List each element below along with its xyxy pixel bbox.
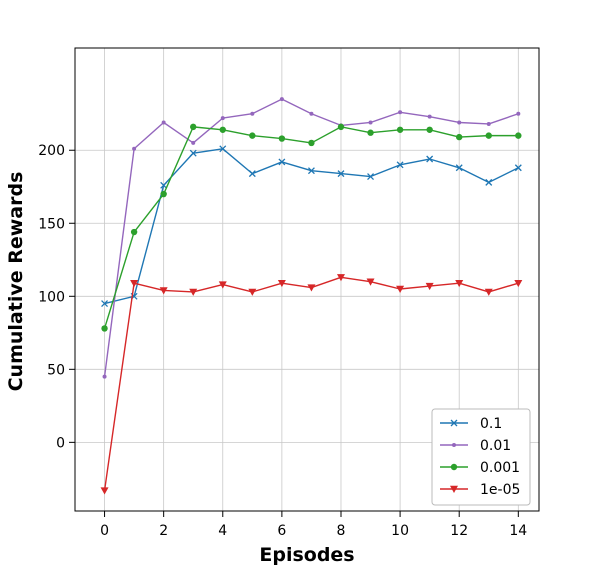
data-point bbox=[279, 97, 284, 102]
legend-item: 1e-05 bbox=[440, 482, 520, 498]
data-point bbox=[100, 487, 109, 495]
x-tick-label: 6 bbox=[277, 523, 286, 539]
data-point bbox=[450, 485, 458, 493]
data-point bbox=[366, 278, 375, 286]
legend-label: 0.01 bbox=[480, 438, 511, 454]
data-point-x-marker bbox=[160, 181, 168, 189]
y-tick-label: 150 bbox=[38, 216, 65, 232]
data-point bbox=[367, 129, 374, 136]
legend-label: 0.001 bbox=[480, 460, 520, 476]
series-0.001 bbox=[101, 123, 522, 332]
data-point bbox=[278, 135, 286, 142]
legend-box bbox=[431, 408, 531, 506]
legend-label: 1e-05 bbox=[480, 482, 520, 498]
data-point bbox=[160, 190, 167, 198]
y-axis-title: Cumulative Rewards bbox=[5, 172, 27, 392]
data-point bbox=[455, 279, 464, 288]
data-point bbox=[218, 281, 227, 289]
data-point bbox=[452, 443, 456, 447]
data-point bbox=[398, 110, 403, 115]
y-tick-label: 50 bbox=[47, 362, 65, 378]
data-point bbox=[484, 288, 493, 296]
legend-item: 0.001 bbox=[440, 460, 520, 476]
x-tick-label: 12 bbox=[450, 523, 468, 539]
data-point bbox=[457, 120, 462, 125]
data-point-x-marker bbox=[367, 173, 375, 180]
data-point bbox=[219, 126, 226, 133]
data-point bbox=[425, 282, 434, 291]
data-point-x-marker bbox=[426, 155, 434, 163]
plot-frame bbox=[74, 47, 540, 512]
data-point bbox=[307, 284, 316, 292]
data-point-x-marker bbox=[248, 170, 256, 178]
data-point bbox=[249, 132, 256, 139]
data-point bbox=[250, 111, 255, 116]
legend-item: 0.1 bbox=[440, 416, 502, 432]
data-point bbox=[277, 279, 286, 288]
data-point-x-marker bbox=[307, 167, 315, 175]
data-point-x-marker bbox=[396, 161, 404, 169]
data-point bbox=[248, 288, 257, 296]
data-point bbox=[132, 146, 137, 151]
y-tick-label: 0 bbox=[56, 435, 65, 451]
data-point-x-marker bbox=[485, 178, 493, 186]
data-point bbox=[130, 228, 138, 236]
y-tick-label: 100 bbox=[38, 289, 65, 305]
data-point bbox=[130, 279, 139, 288]
x-axis-title: Episodes bbox=[259, 544, 354, 566]
series-0.01 bbox=[102, 97, 521, 379]
legend-item: 0.01 bbox=[440, 438, 511, 454]
series-group bbox=[100, 97, 523, 495]
series-line bbox=[103, 126, 519, 329]
data-point bbox=[456, 133, 463, 141]
axis-ticks: 0 2 4 6 8 10 12 14 0 50 100 150 200 bbox=[38, 143, 527, 539]
data-point bbox=[486, 121, 491, 126]
x-tick-label: 14 bbox=[509, 523, 527, 539]
data-point bbox=[514, 279, 523, 288]
data-point bbox=[485, 132, 492, 139]
data-point bbox=[368, 120, 373, 125]
data-point-x-marker bbox=[450, 419, 458, 427]
data-point bbox=[189, 288, 198, 296]
data-point bbox=[309, 111, 314, 116]
data-point bbox=[161, 120, 166, 125]
data-point-x-marker bbox=[189, 149, 197, 157]
data-point-x-marker bbox=[514, 164, 522, 172]
data-point bbox=[308, 139, 315, 147]
data-point bbox=[427, 114, 432, 119]
data-point bbox=[159, 287, 168, 295]
series-0.1 bbox=[101, 145, 522, 308]
x-tick-label: 0 bbox=[100, 523, 109, 539]
data-point bbox=[190, 123, 197, 131]
data-point bbox=[516, 111, 521, 116]
x-tick-label: 2 bbox=[159, 523, 168, 539]
data-point bbox=[396, 126, 404, 133]
legend: 0.1 0.01 0.001 1e-05 bbox=[431, 408, 531, 506]
data-point bbox=[426, 126, 433, 133]
series-1e-05 bbox=[100, 274, 523, 495]
y-tick-label: 200 bbox=[38, 143, 65, 159]
data-point bbox=[396, 285, 405, 293]
data-point bbox=[220, 116, 225, 121]
data-point bbox=[191, 140, 196, 145]
data-point bbox=[336, 274, 345, 282]
data-point-x-marker bbox=[219, 145, 227, 153]
data-point bbox=[101, 325, 108, 332]
data-point-x-marker bbox=[455, 164, 463, 172]
x-tick-label: 4 bbox=[218, 523, 227, 539]
x-tick-label: 10 bbox=[391, 523, 409, 539]
data-point bbox=[450, 463, 458, 471]
data-point-x-marker bbox=[278, 158, 286, 166]
x-tick-label: 8 bbox=[337, 523, 346, 539]
data-point bbox=[102, 374, 107, 379]
legend-label: 0.1 bbox=[480, 416, 502, 432]
data-point-x-marker bbox=[101, 300, 109, 308]
data-point bbox=[515, 132, 522, 139]
data-point bbox=[337, 123, 345, 131]
data-point-x-marker bbox=[337, 170, 345, 178]
